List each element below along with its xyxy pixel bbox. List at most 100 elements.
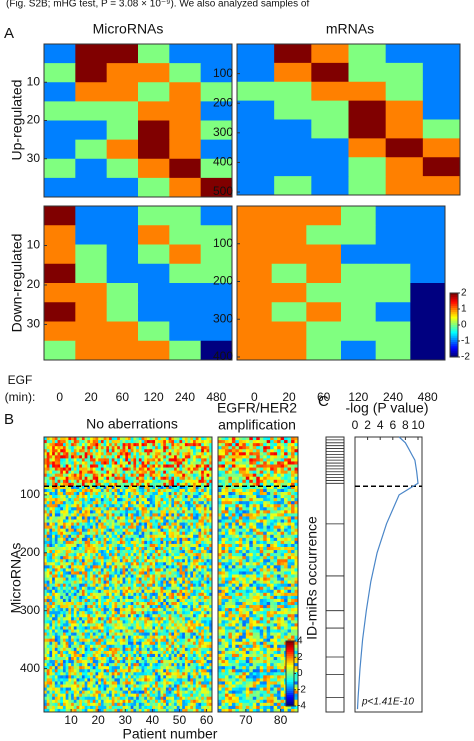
heatmap-cell bbox=[237, 176, 275, 196]
texture-cell bbox=[60, 629, 64, 633]
texture-cell bbox=[49, 479, 53, 484]
texture-cell bbox=[152, 623, 156, 627]
heatmap-cell bbox=[410, 321, 446, 342]
texture-cell bbox=[125, 473, 129, 478]
texture-cell bbox=[95, 556, 99, 560]
texture-cell bbox=[57, 470, 61, 474]
texture-cell bbox=[65, 602, 69, 606]
texture-cell bbox=[168, 452, 172, 456]
texture-cell bbox=[144, 672, 148, 676]
texture-cell bbox=[136, 675, 140, 679]
texture-cell bbox=[179, 660, 183, 664]
texture-cell bbox=[146, 485, 150, 490]
texture-cell bbox=[171, 602, 175, 606]
texture-cell bbox=[144, 543, 148, 548]
texture-cell bbox=[44, 629, 48, 633]
texture-cell bbox=[171, 543, 175, 548]
texture-cell bbox=[81, 577, 85, 581]
texture-cell bbox=[130, 681, 134, 685]
texture-cell bbox=[130, 696, 134, 701]
texture-cell bbox=[163, 565, 167, 569]
texture-cell bbox=[122, 641, 126, 646]
texture-cell bbox=[95, 663, 99, 667]
texture-cell bbox=[174, 702, 178, 707]
texture-cell bbox=[174, 660, 178, 664]
texture-cell bbox=[138, 543, 142, 548]
texture-cell bbox=[98, 553, 102, 557]
texture-cell bbox=[163, 488, 167, 493]
texture-cell bbox=[52, 577, 56, 581]
texture-cell bbox=[141, 492, 145, 496]
texture-cell bbox=[54, 443, 58, 447]
texture-cell bbox=[62, 501, 66, 505]
texture-cell bbox=[49, 632, 53, 636]
texture-cell bbox=[44, 464, 48, 468]
texture-cell bbox=[176, 504, 180, 508]
texture-cell bbox=[100, 488, 104, 493]
texture-cell bbox=[152, 440, 156, 444]
texture-cell bbox=[152, 702, 156, 707]
texture-cell bbox=[46, 626, 50, 630]
texture-cell bbox=[168, 525, 172, 529]
texture-cell bbox=[49, 488, 53, 493]
texture-cell bbox=[57, 525, 61, 529]
texture-cell bbox=[81, 614, 85, 618]
texture-cell bbox=[176, 443, 180, 447]
texture-cell bbox=[171, 696, 175, 701]
texture-cell bbox=[163, 540, 167, 545]
texture-cell bbox=[141, 504, 145, 508]
texture-cell bbox=[160, 510, 164, 514]
texture-cell bbox=[76, 446, 80, 450]
texture-cell bbox=[130, 476, 134, 481]
texture-cell bbox=[179, 690, 183, 694]
texture-cell bbox=[71, 702, 75, 707]
texture-cell bbox=[95, 623, 99, 627]
texture-cell bbox=[179, 510, 183, 514]
texture-cell bbox=[168, 470, 172, 474]
texture-cell bbox=[176, 537, 180, 542]
texture-cell bbox=[81, 586, 85, 591]
texture-cell bbox=[68, 589, 72, 594]
texture-cell bbox=[52, 580, 56, 584]
texture-cell bbox=[171, 556, 175, 560]
texture-cell bbox=[119, 492, 123, 496]
texture-cell bbox=[98, 479, 102, 484]
texture-cell bbox=[155, 586, 159, 591]
texture-cell bbox=[98, 565, 102, 569]
heatmap-cell bbox=[410, 340, 446, 361]
texture-cell bbox=[44, 556, 48, 560]
texture-cell bbox=[160, 657, 164, 661]
texture-cell bbox=[46, 559, 50, 563]
texture-cell bbox=[49, 492, 53, 496]
texture-cell bbox=[171, 620, 175, 624]
texture-cell bbox=[119, 687, 123, 691]
heatmap-cell bbox=[237, 44, 275, 64]
texture-cell bbox=[125, 559, 129, 563]
texture-cell bbox=[90, 440, 94, 444]
texture-cell bbox=[119, 559, 123, 563]
texture-cell bbox=[155, 669, 159, 673]
texture-cell bbox=[138, 595, 142, 600]
texture-cell bbox=[155, 605, 159, 609]
texture-cell bbox=[98, 660, 102, 664]
texture-cell bbox=[92, 519, 96, 523]
texture-cell bbox=[95, 455, 99, 459]
texture-cell bbox=[100, 525, 104, 529]
texture-cell bbox=[114, 553, 118, 557]
texture-cell bbox=[100, 672, 104, 676]
texture-cell bbox=[133, 672, 137, 676]
texture-cell bbox=[79, 635, 83, 639]
heatmap-cell bbox=[138, 225, 170, 245]
texture-cell bbox=[87, 470, 91, 474]
texture-cell bbox=[125, 611, 129, 615]
texture-cell bbox=[109, 708, 113, 713]
texture-cell bbox=[65, 485, 69, 490]
texture-cell bbox=[171, 553, 175, 557]
texture-cell bbox=[81, 470, 85, 474]
texture-cell bbox=[111, 663, 115, 667]
texture-cell bbox=[130, 568, 134, 572]
texture-cell bbox=[52, 595, 56, 600]
texture-cell bbox=[117, 702, 121, 707]
texture-cell bbox=[168, 449, 172, 453]
texture-cell bbox=[133, 681, 137, 685]
